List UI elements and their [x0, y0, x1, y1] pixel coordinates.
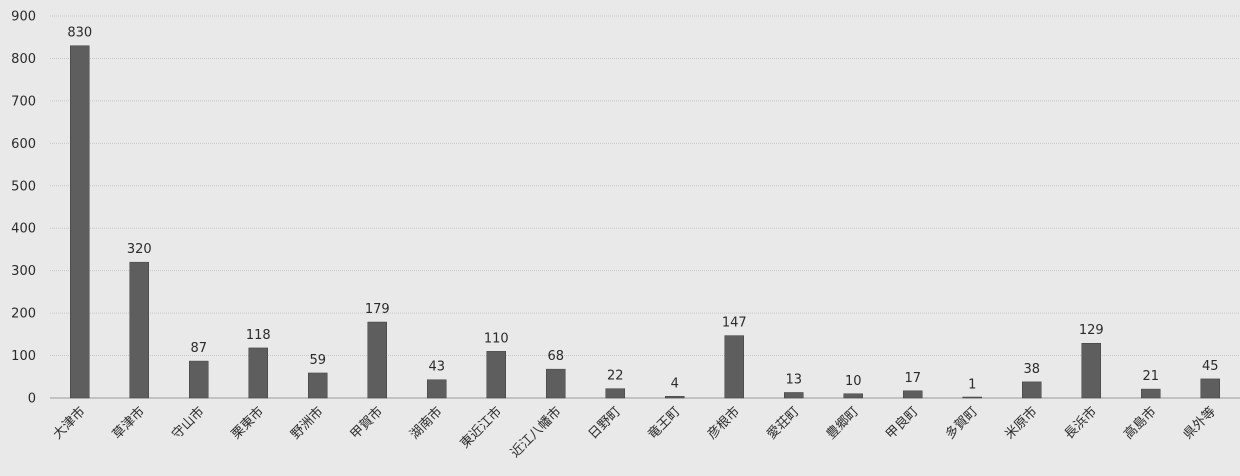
- data-label: 68: [547, 349, 564, 364]
- x-tick-label: 日野町: [586, 404, 624, 442]
- data-labels: 830 320 87 118 59 179 43 110 68 22 4 147 13 10 17 1 38 12…: [67, 26, 1218, 393]
- data-label: 13: [785, 372, 802, 387]
- y-tick-label: 700: [11, 94, 36, 109]
- data-label: 45: [1202, 359, 1219, 374]
- y-tick-label: 0: [28, 392, 36, 407]
- y-axis-ticks: 0 100 200 300 400 500 600 700 800 900: [11, 10, 36, 407]
- x-tick-label: 甲賀市: [347, 404, 386, 443]
- bar: [189, 360, 209, 399]
- x-tick-label: 県外等: [1180, 404, 1219, 443]
- data-label: 22: [607, 369, 624, 384]
- x-tick-label: 米原市: [1002, 404, 1041, 443]
- bar: [546, 368, 566, 399]
- y-tick-label: 900: [11, 10, 36, 25]
- y-tick-label: 200: [11, 307, 36, 322]
- bars: [70, 45, 1220, 399]
- bar: [427, 379, 447, 399]
- x-tick-label: 竜王町: [645, 404, 683, 442]
- bar: [367, 321, 387, 399]
- bar: [1022, 381, 1042, 399]
- bar: [308, 372, 328, 399]
- bar: [129, 261, 149, 399]
- data-label: 21: [1142, 369, 1159, 384]
- data-label: 43: [428, 360, 445, 375]
- x-tick-label: 多賀町: [942, 404, 981, 443]
- bar: [784, 392, 804, 399]
- data-label: 179: [365, 302, 390, 317]
- bar: [70, 45, 90, 399]
- bar: [248, 347, 268, 399]
- x-tick-label: 東近江市: [457, 404, 505, 452]
- x-tick-label: 彦根市: [704, 404, 743, 443]
- bar: [1141, 388, 1161, 399]
- x-tick-label: 長浜市: [1061, 404, 1100, 443]
- data-label: 1: [968, 378, 976, 393]
- data-label: 17: [904, 371, 921, 386]
- data-label: 147: [722, 316, 747, 331]
- bar: [1200, 378, 1220, 399]
- y-tick-label: 800: [11, 52, 36, 67]
- data-label: 87: [190, 341, 207, 356]
- x-tick-label: 栗東市: [228, 404, 267, 443]
- x-tick-label: 草津市: [109, 404, 148, 443]
- bar: [843, 393, 863, 399]
- bar: [665, 396, 685, 399]
- bar: [1081, 342, 1101, 399]
- bar: [903, 390, 923, 399]
- y-tick-label: 500: [11, 179, 36, 194]
- data-label: 320: [127, 242, 152, 257]
- data-label: 830: [67, 26, 92, 41]
- x-tick-label: 高島市: [1121, 404, 1160, 443]
- bar: [486, 351, 506, 399]
- x-tick-label: 愛荘町: [764, 404, 802, 442]
- bar: [605, 388, 625, 399]
- x-tick-label: 大津市: [50, 404, 89, 443]
- data-label: 38: [1023, 362, 1040, 377]
- gridlines: [50, 15, 1240, 399]
- y-tick-label: 100: [11, 349, 36, 364]
- y-tick-label: 600: [11, 137, 36, 152]
- data-label: 110: [484, 331, 509, 346]
- data-label: 59: [309, 353, 326, 368]
- x-tick-label: 湖南市: [407, 404, 446, 443]
- bar: [962, 396, 982, 399]
- x-tick-label: 野洲市: [288, 404, 327, 443]
- y-tick-label: 300: [11, 264, 36, 279]
- data-label: 4: [671, 376, 679, 391]
- data-label: 10: [845, 374, 862, 389]
- data-label: 118: [246, 328, 271, 343]
- x-axis-ticks: 大津市 草津市 守山市 栗東市 野洲市 甲賀市 湖南市 東近江市 近江八幡市 日野町 竜王町 彦根市愛…: [50, 404, 1219, 461]
- x-tick-label: 甲良町: [883, 404, 922, 443]
- data-label: 129: [1079, 323, 1104, 338]
- x-tick-label: 近江八幡市: [507, 404, 564, 461]
- x-tick-label: 守山市: [169, 404, 208, 443]
- y-tick-label: 400: [11, 222, 36, 237]
- x-tick-label: 豊郷町: [824, 404, 862, 442]
- bar: [724, 335, 744, 399]
